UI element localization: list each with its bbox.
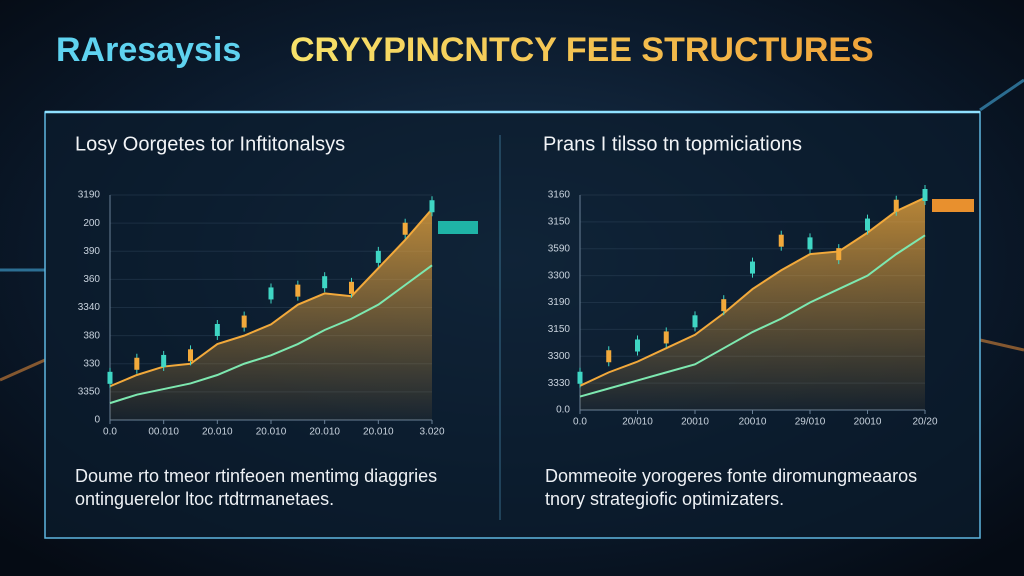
candle	[922, 189, 928, 201]
candle	[268, 287, 274, 300]
y-tick-label: 3340	[78, 302, 101, 313]
chart-title: Losy Oorgetes tor Inftitonalsys	[75, 133, 345, 155]
candle	[134, 357, 140, 370]
candle	[865, 218, 870, 231]
caption: Doume rto tmeor rtinfeoen mentimg diaggr…	[75, 466, 437, 486]
x-tick-label: 0.0	[103, 427, 117, 438]
candle	[893, 199, 899, 212]
candle	[778, 234, 784, 247]
y-tick-label: 3160	[548, 190, 571, 201]
x-tick-label: 20/20	[912, 417, 937, 428]
y-tick-label: 3150	[548, 217, 571, 228]
x-tick-label: 00.010	[148, 427, 179, 438]
candle	[375, 250, 381, 263]
candle	[402, 222, 408, 235]
candle	[577, 371, 583, 384]
area	[580, 197, 925, 410]
line	[579, 234, 926, 398]
y-tick-label: 360	[83, 274, 100, 285]
x-tick-label: 20010	[681, 417, 709, 428]
candle	[214, 324, 220, 336]
badge	[932, 199, 974, 212]
y-tick-label: 3330	[548, 378, 571, 389]
x-tick-label: 20/010	[622, 417, 653, 428]
line	[109, 264, 433, 405]
candle	[349, 281, 354, 294]
candle	[750, 261, 755, 274]
y-tick-label: 200	[83, 218, 100, 229]
x-tick-label: 20010	[854, 417, 882, 428]
candle	[606, 350, 612, 363]
y-tick-label: 390	[83, 246, 100, 257]
x-tick-label: 20010	[739, 417, 767, 428]
chart-title: Prans I tilsso tn topmiciations	[543, 133, 802, 155]
candle	[635, 339, 640, 352]
caption: tnory strategiofic optimizaters.	[545, 489, 784, 509]
y-tick-label: 0	[94, 415, 100, 426]
x-tick-label: 20.010	[256, 427, 287, 438]
title-part: RAresaysis	[56, 31, 241, 69]
badge	[438, 221, 478, 234]
candle	[322, 276, 328, 289]
x-tick-label: 20.010	[309, 427, 340, 438]
x-tick-label: 3.020	[419, 427, 444, 438]
y-tick-label: 380	[83, 330, 100, 341]
title-part: CRYYPINCNTCY FEE STRUCTURES	[290, 31, 874, 69]
candle	[241, 315, 247, 328]
x-tick-label: 0.0	[573, 417, 587, 428]
candle	[107, 371, 113, 384]
y-tick-label: 0.0	[556, 405, 570, 416]
candle	[161, 354, 167, 367]
x-tick-label: 20.010	[363, 427, 394, 438]
caption: ontinguerelor ltoc rtdtrmanetaes.	[75, 489, 334, 509]
x-tick-label: 20.010	[202, 427, 233, 438]
y-tick-label: 3350	[78, 387, 101, 398]
candle	[188, 349, 193, 362]
candle	[692, 315, 698, 328]
candle	[429, 200, 435, 213]
candle	[836, 248, 842, 261]
candle	[807, 237, 813, 250]
light-streaks	[0, 78, 1024, 382]
y-tick-label: 3190	[548, 297, 571, 308]
caption: Dommeoite yorogeres fonte diromungmeaaro…	[545, 466, 917, 486]
x-tick-label: 29/010	[795, 417, 826, 428]
area	[110, 209, 432, 420]
y-tick-label: 3150	[548, 324, 571, 335]
y-tick-label: 3590	[548, 243, 571, 254]
y-tick-label: 3300	[548, 351, 571, 362]
candle	[663, 331, 669, 344]
y-tick-label: 3190	[78, 190, 101, 201]
y-tick-label: 3300	[548, 270, 571, 281]
y-tick-label: 330	[83, 358, 100, 369]
candle	[295, 284, 301, 297]
candle	[721, 299, 727, 312]
